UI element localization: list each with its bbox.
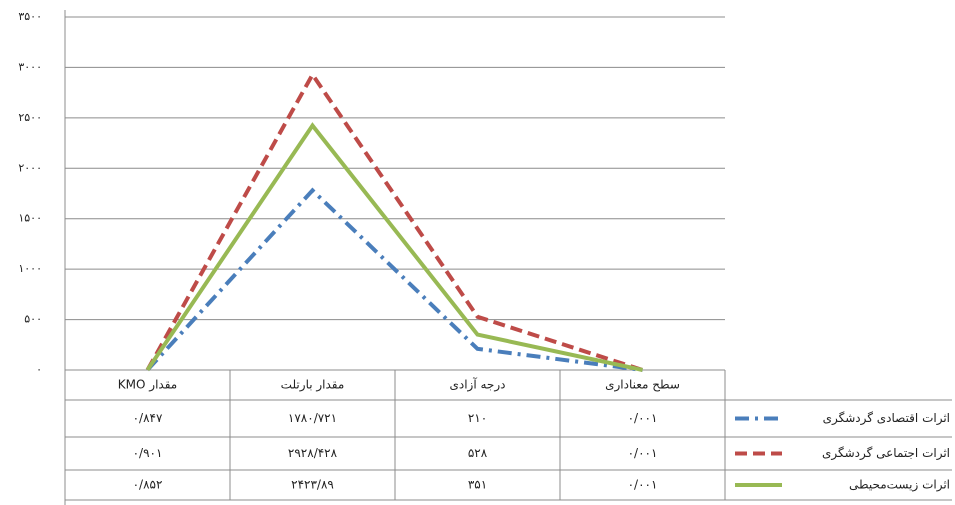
x-tick-label: درجه آزادی [449,377,505,393]
y-tick-label: ۲۰۰۰ [18,161,42,174]
legend-label: اثرات اقتصادی گردشگری [823,411,950,426]
y-tick-label: ۳۵۰۰ [18,10,42,23]
series-line [145,70,644,372]
x-tick-label: مقدار بارتلت [281,378,345,393]
table-value: ۵۲۸ [468,446,488,460]
table-value: ۳۵۱ [468,478,487,492]
series-line [145,122,643,372]
table-value: ۰/۰۰۱ [628,446,658,460]
table-value: ۱۷۸۰/۷۲۱ [288,411,337,425]
table-value: ۲۴۲۳/۸۹ [291,478,334,492]
table-value: ۲۱۰ [468,411,487,425]
y-tick-label: ۱۵۰۰ [18,212,42,225]
x-tick-label: سطح معناداری [605,378,680,393]
legend-label: اثرات زیست‌محیطی [849,478,950,493]
legend-label: اثرات اجتماعی گردشگری [822,446,950,461]
table-value: ۰/۸۵۲ [133,478,163,492]
table-value: ۰/۰۰۱ [628,411,658,425]
series-line [146,187,643,372]
y-tick-label: ۰ [36,363,42,376]
x-tick-label: مقدار KMO [118,378,177,393]
y-tick-label: ۲۵۰۰ [18,111,42,124]
table-value: ۰/۸۴۷ [133,411,163,425]
table-value: ۰/۰۰۱ [628,478,658,492]
table-value: ۲۹۲۸/۴۲۸ [288,446,338,460]
y-tick-label: ۵۰۰ [24,313,42,326]
y-tick-label: ۳۰۰۰ [18,60,42,73]
table-value: ۰/۹۰۱ [133,446,163,460]
y-tick-label: ۱۰۰۰ [18,262,42,275]
